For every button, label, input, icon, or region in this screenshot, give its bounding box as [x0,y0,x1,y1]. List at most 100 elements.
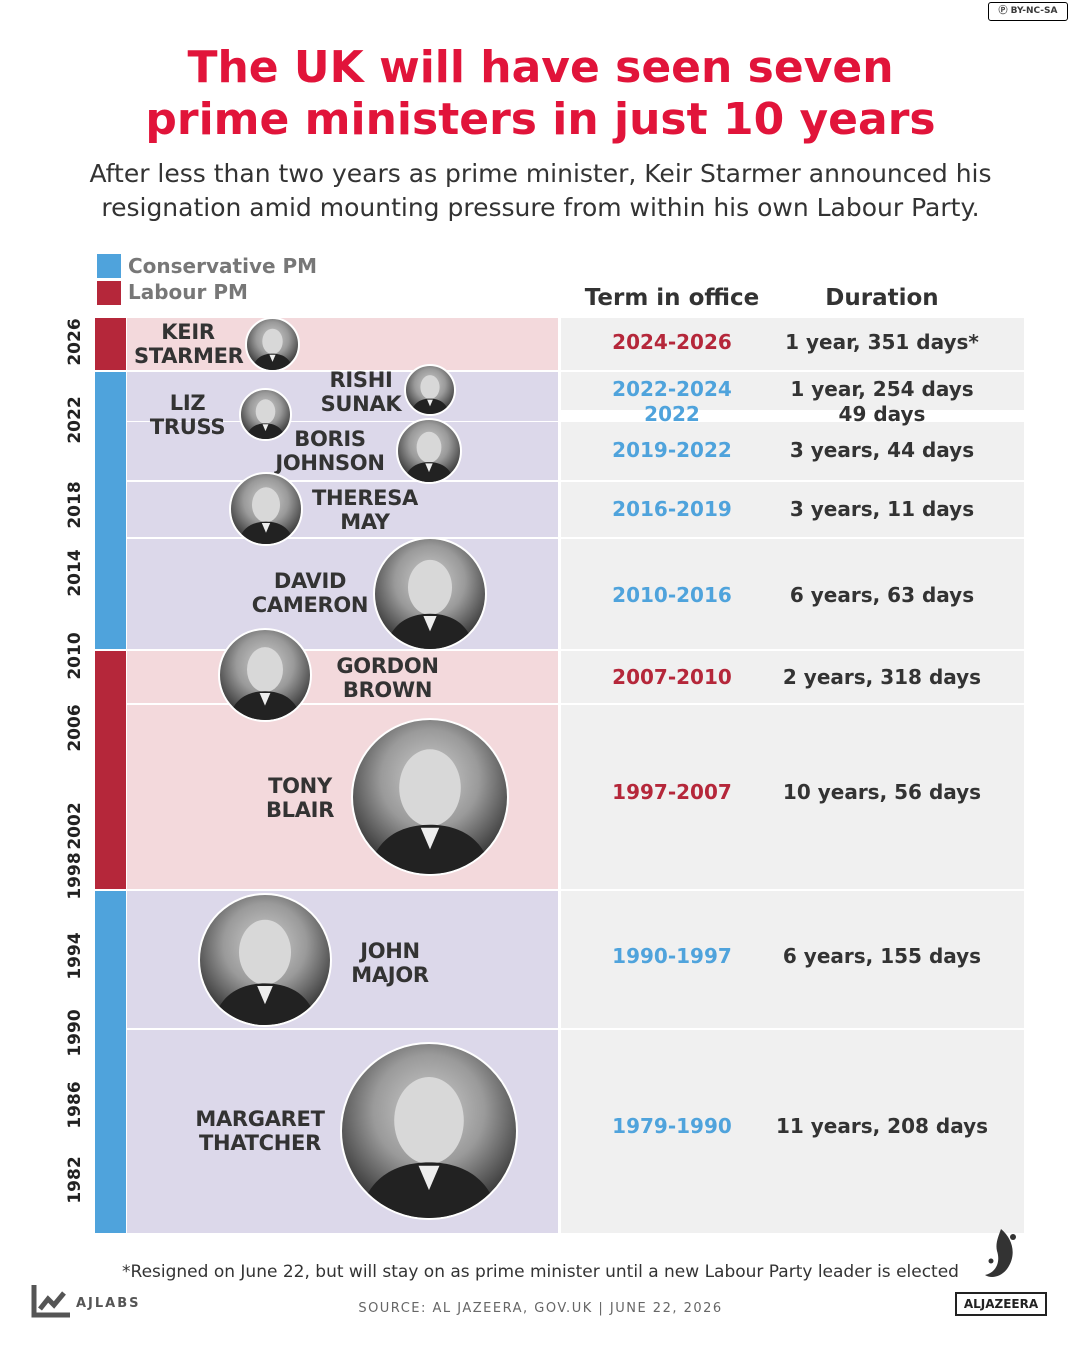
pm-name-line-2: CAMERON [251,593,369,617]
year-tick-1998: 1998 [65,852,85,900]
duration-gordon-brown: 2 years, 318 days [782,665,982,689]
party-bar-conservative-3 [95,891,126,1233]
pm-name-john-major: JOHN MAJOR [340,939,440,987]
portrait-tony-blair [351,718,509,876]
party-bar-labour-2 [95,651,126,889]
pm-band-theresa-may [127,482,558,537]
page-subtitle: After less than two years as prime minis… [0,157,1081,225]
portrait-john-major [198,893,332,1027]
pm-name-boris-johnson: BORIS JOHNSON [270,427,390,475]
column-header-duration: Duration [825,285,939,311]
pm-name-liz-truss: LIZ TRUSS [140,391,235,439]
pm-band-gordon-brown [127,651,558,703]
year-tick-2006: 2006 [65,704,85,752]
pm-name-line-1: BORIS [294,427,366,451]
legend-label-labour: Labour PM [128,280,248,304]
year-tick-2018: 2018 [65,481,85,529]
subtitle-line-2: resignation amid mounting pressure from … [101,193,980,222]
pm-row-bg-gordon-brown [561,651,1024,703]
pm-name-david-cameron: DAVID CAMERON [250,569,370,617]
portrait-liz-truss [239,388,292,441]
page-title: The UK will have seen seven prime minist… [0,42,1081,146]
pm-name-line-1: RISHI [329,368,393,392]
pm-name-margaret-thatcher: MARGARET THATCHER [190,1107,330,1155]
pm-row-bg-margaret-thatcher [561,1030,1024,1233]
pm-name-line-2: BLAIR [265,798,335,822]
pm-name-line-2: STARMER [134,344,244,368]
pm-name-keir-starmer: KEIR STARMER [134,320,244,368]
pm-name-line-1: KEIR [161,320,215,344]
pm-name-gordon-brown: GORDON BROWN [330,654,445,702]
pm-name-line-2: MAY [340,510,390,534]
pm-band-boris-johnson [127,422,558,480]
pm-name-line-1: MARGARET [195,1107,325,1131]
pm-name-line-1: LIZ [169,391,206,415]
pm-band-keir-starmer [127,318,558,370]
pm-row-bg-liz-truss [561,410,1024,421]
term-gordon-brown: 2007-2010 [612,665,732,689]
duration-rishi-sunak: 1 year, 254 days [790,377,974,401]
duration-theresa-may: 3 years, 11 days [789,497,975,521]
portrait-boris-johnson [396,418,462,484]
pm-name-line-1: DAVID [273,569,347,593]
source-line: SOURCE: AL JAZEERA, GOV.UK | JUNE 22, 20… [358,1301,723,1316]
pm-row-bg-john-major [561,891,1024,1028]
footnote: *Resigned on June 22, but will stay on a… [122,1262,959,1282]
term-john-major: 1990-1997 [612,944,732,968]
year-tick-1994: 1994 [65,932,85,980]
duration-david-cameron: 6 years, 63 days [789,583,975,607]
duration-boris-johnson: 3 years, 44 days [789,438,975,462]
pm-name-line-1: THERESA [311,486,419,510]
duration-keir-starmer: 1 year, 351 days* [785,330,979,354]
portrait-theresa-may [229,472,303,546]
pm-name-line-2: MAJOR [351,963,429,987]
pm-name-line-2: BROWN [342,678,433,702]
aljazeera-logo-icon [955,1225,1047,1291]
portrait-gordon-brown [218,628,312,722]
pm-name-line-1: TONY [268,774,332,798]
term-rishi-sunak: 2022-2024 [612,377,732,401]
portrait-rishi-sunak [404,364,456,416]
pm-row-bg-tony-blair [561,705,1024,889]
year-tick-2026: 2026 [65,318,85,366]
title-line-1: The UK will have seen seven [187,42,894,93]
term-keir-starmer: 2024-2026 [612,330,732,354]
column-header-term: Term in office [584,285,760,311]
portrait-david-cameron [373,537,487,651]
legend-label-conservative: Conservative PM [128,254,318,278]
legend-swatch-labour [97,281,121,305]
portrait-margaret-thatcher [340,1042,518,1220]
pm-band-liz-truss [127,410,558,421]
pm-row-bg-david-cameron [561,539,1024,649]
pm-name-tony-blair: TONY BLAIR [255,774,345,822]
term-david-cameron: 2010-2016 [612,583,732,607]
cc-icon: Ⓟ [998,6,1008,16]
legend-swatch-conservative [97,254,121,278]
title-line-2: prime ministers in just 10 years [145,94,936,145]
term-theresa-may: 2016-2019 [612,497,732,521]
ajlabs-wordmark: AJLABS [76,1296,141,1311]
ajlabs-logo-icon [30,1283,74,1323]
license-badge: Ⓟ BY-NC-SA [988,2,1068,21]
year-tick-1982: 1982 [65,1156,85,1204]
year-tick-1986: 1986 [65,1081,85,1129]
pm-name-line-2: JOHNSON [275,451,385,475]
pm-row-bg-keir-starmer [561,318,1024,370]
license-text: BY-NC-SA [1010,6,1058,16]
term-liz-truss: 2022 [644,402,700,426]
pm-name-theresa-may: THERESA MAY [305,486,425,534]
year-tick-2022: 2022 [65,396,85,444]
term-margaret-thatcher: 1979-1990 [612,1114,732,1138]
pm-band-rishi-sunak [127,372,558,410]
duration-john-major: 6 years, 155 days [782,944,982,968]
pm-name-line-1: GORDON [336,654,439,678]
duration-margaret-thatcher: 11 years, 208 days [775,1114,989,1138]
pm-row-bg-rishi-sunak [561,372,1024,410]
party-bar-labour-0 [95,318,126,370]
term-tony-blair: 1997-2007 [612,780,732,804]
pm-name-rishi-sunak: RISHI SUNAK [316,368,406,416]
pm-name-line-2: TRUSS [149,415,226,439]
pm-name-line-2: THATCHER [199,1131,321,1155]
aljazeera-wordmark: ALJAZEERA [955,1292,1047,1316]
